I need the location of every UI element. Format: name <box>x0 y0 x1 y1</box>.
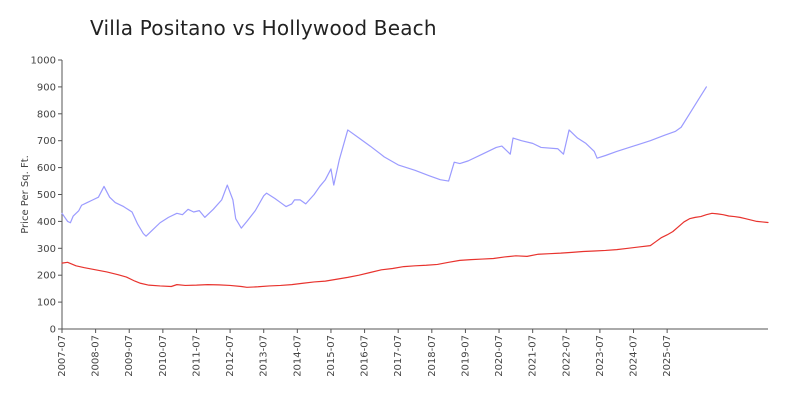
y-tick-label: 500 <box>37 190 56 201</box>
x-tick-label: 2007-07 <box>57 335 68 377</box>
y-tick-label: 400 <box>37 217 56 228</box>
x-tick-label: 2024-07 <box>629 335 640 377</box>
x-tick-label: 2013-07 <box>259 335 270 377</box>
y-tick-label: 900 <box>37 82 56 93</box>
x-tick-label: 2011-07 <box>191 335 202 377</box>
x-tick-label: 2017-07 <box>393 335 404 377</box>
x-tick-label: 2014-07 <box>292 335 303 377</box>
x-tick-label: 2018-07 <box>427 335 438 377</box>
x-tick-label: 2009-07 <box>124 335 135 377</box>
y-tick-label: 1000 <box>31 56 56 67</box>
x-tick-label: 2023-07 <box>595 335 606 377</box>
y-tick-label: 0 <box>50 325 56 336</box>
x-tick-label: 2008-07 <box>91 335 102 377</box>
x-tick-label: 2016-07 <box>360 335 371 377</box>
y-tick-label: 800 <box>37 109 56 120</box>
x-tick-label: 2021-07 <box>528 335 539 377</box>
series-line-2 <box>61 212 769 288</box>
x-tick-label: 2022-07 <box>561 335 572 377</box>
y-tick-label: 700 <box>37 136 56 147</box>
x-tick-label: 2015-07 <box>326 335 337 377</box>
chart-title: Villa Positano vs Hollywood Beach <box>90 16 437 40</box>
y-tick-label: 300 <box>37 244 56 255</box>
series-line-1 <box>61 86 707 237</box>
x-tick-label: 2019-07 <box>460 335 471 377</box>
y-tick-label: 200 <box>37 271 56 282</box>
x-tick-label: 2025-07 <box>662 335 673 377</box>
y-tick-label: 600 <box>37 163 56 174</box>
x-tick-label: 2012-07 <box>225 335 236 377</box>
x-tick-label: 2010-07 <box>158 335 169 377</box>
y-tick-label: 100 <box>37 298 56 309</box>
x-tick-label: 2020-07 <box>494 335 505 377</box>
y-axis-title: Price Per Sq. Ft. <box>20 155 31 234</box>
